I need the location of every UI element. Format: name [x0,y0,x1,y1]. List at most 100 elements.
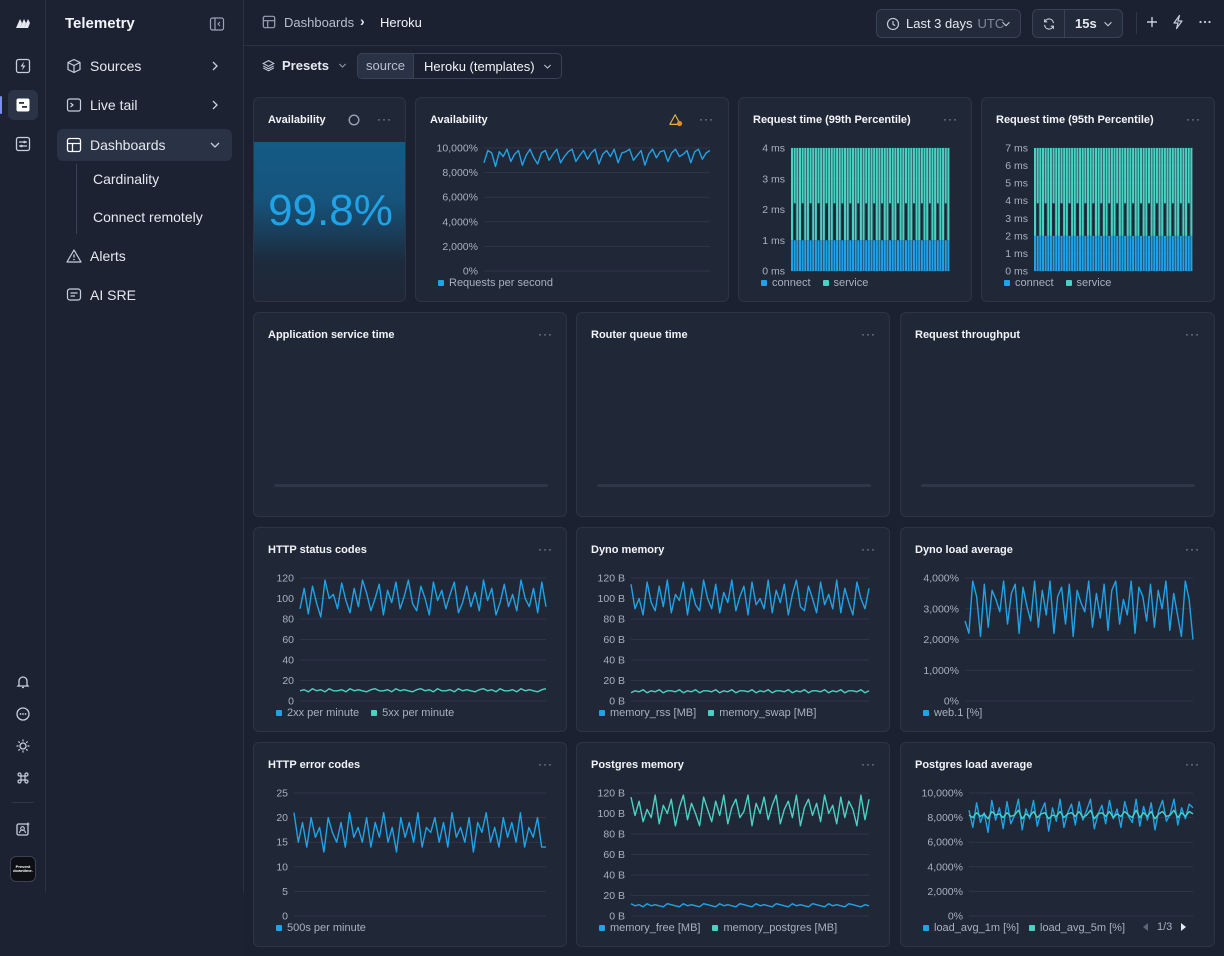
more-icon[interactable] [1197,14,1213,30]
avatar[interactable]: Prevent downtime. [10,856,36,882]
bar-gap [1132,203,1135,236]
legend-item[interactable]: memory_swap [MB] [708,707,816,719]
refresh-button[interactable] [1033,10,1065,37]
y-tick-label: 1 ms [1005,248,1028,260]
bar-service [1174,148,1177,236]
presets-button[interactable]: Presets [262,58,348,73]
legend-swatch [761,280,767,286]
panel-menu-button[interactable]: ··· [1185,757,1200,771]
legend-item[interactable]: 500s per minute [276,922,366,934]
add-icon[interactable] [1144,14,1160,30]
legend-item[interactable]: load_avg_5m [%] [1029,922,1125,934]
collapse-sidebar-icon[interactable] [209,16,225,32]
sidebar-subitem-cardinality[interactable]: Cardinality [93,171,160,187]
bar-connect [857,240,860,271]
bolt-icon[interactable] [1170,14,1186,30]
panel-menu-button[interactable]: ··· [699,112,714,126]
bell-icon[interactable] [8,667,38,697]
legend-label: memory_swap [MB] [719,707,817,719]
legend-item[interactable]: 2xx per minute [276,707,359,719]
panel-title: Request throughput [915,329,1021,341]
legend-item[interactable]: load_avg_1m [%] [923,922,1019,934]
legend-item[interactable]: 5xx per minute [371,707,454,719]
bar-connect [897,240,900,271]
panel-menu-button[interactable]: ··· [943,112,958,126]
bar-connect [806,240,809,271]
panel-menu-button[interactable]: ··· [861,542,876,556]
panel-menu-button[interactable]: ··· [1186,112,1201,126]
dyno-memory-chart: 120 B 100 B 80 B 60 B 40 B 20 B 0 B [598,573,870,708]
y-tick-label: 6 ms [1005,160,1028,172]
time-range-picker[interactable]: Last 3 days UTC [876,9,1021,38]
bar-connect [1126,235,1129,271]
legend-item[interactable]: memory_free [MB] [599,922,700,934]
bar-connect [1179,235,1182,271]
panel-menu-button[interactable]: ··· [1185,327,1200,341]
sidebar-item-alerts[interactable]: Alerts [57,240,232,272]
profile-badge-icon[interactable] [8,814,38,844]
legend-item[interactable]: web.1 [%] [923,707,982,719]
panel-menu-button[interactable]: ··· [538,542,553,556]
bar-service [825,148,828,241]
prev-page-icon[interactable] [1141,922,1151,932]
bar-service [1079,148,1082,236]
panel-menu-button[interactable]: ··· [377,112,392,126]
bar-connect [798,240,801,271]
y-tick-label: 6,000% [927,837,963,849]
sidebar-item-live-tail[interactable]: Live tail [57,89,232,121]
legend-item[interactable]: connect [761,277,811,289]
panel-menu-button[interactable]: ··· [861,757,876,771]
bar-gap [936,203,939,241]
next-page-icon[interactable] [1178,922,1188,932]
command-icon[interactable] [8,763,38,793]
sidebar-item-sources[interactable]: Sources [57,50,232,82]
refresh-control[interactable]: 15s [1032,9,1123,38]
panel-postgres-memory: Postgres memory ··· 120 B 100 B 80 B 60 B 40… [576,742,890,947]
bar-service [1150,148,1153,236]
breadcrumb-dashboards[interactable]: Dashboards [284,15,355,30]
chat-icon[interactable] [8,699,38,729]
dashboards-icon[interactable] [8,90,38,120]
bar-service [804,148,807,241]
sidebar-item-dashboards[interactable]: Dashboards [57,129,232,161]
legend-item[interactable]: connect [1004,277,1054,289]
bolt-icon[interactable] [8,51,38,81]
bar-service [838,148,841,241]
panel-menu-button[interactable]: ··· [1185,542,1200,556]
bar-connect [873,240,876,271]
legend-item[interactable]: Requests per second [438,277,553,289]
legend-item[interactable]: memory_rss [MB] [599,707,696,719]
bar-connect [1153,235,1156,271]
bar-connect [942,240,945,271]
legend-item[interactable]: service [822,277,868,289]
bar-connect [875,240,878,271]
bar-service [1073,148,1076,236]
sun-icon[interactable] [8,731,38,761]
bar-service [910,148,913,241]
logo-icon[interactable] [8,8,38,38]
panel-menu-button[interactable]: ··· [861,327,876,341]
bar-connect [796,240,799,271]
bar-connect [1121,235,1124,271]
sidebar-subitem-connect-remotely[interactable]: Connect remotely [93,209,203,225]
warning-badge-icon[interactable] [669,113,683,127]
bar-connect [1145,235,1148,271]
settings-sliders-icon[interactable] [8,129,38,159]
y-tick-label: 60 B [603,634,625,646]
sidebar-item-ai-sre[interactable]: AI SRE [57,279,232,311]
legend-item[interactable]: service [1065,277,1111,289]
legend-item[interactable]: memory_postgres [MB] [712,922,837,934]
bar-connect [1129,235,1132,271]
bar-connect [1060,235,1063,271]
legend-swatch [822,280,829,286]
y-tick-label: 10,000% [922,788,963,800]
panel-menu-button[interactable]: ··· [538,757,553,771]
source-filter[interactable]: source Heroku (templates) [357,53,562,79]
timezone-label: UTC [977,16,1005,31]
bar-service [1057,148,1060,236]
active-indicator [0,96,2,114]
bar-service [1118,148,1121,236]
legend-swatch [371,710,378,716]
panel-menu-button[interactable]: ··· [538,327,553,341]
bar-connect [793,240,796,271]
